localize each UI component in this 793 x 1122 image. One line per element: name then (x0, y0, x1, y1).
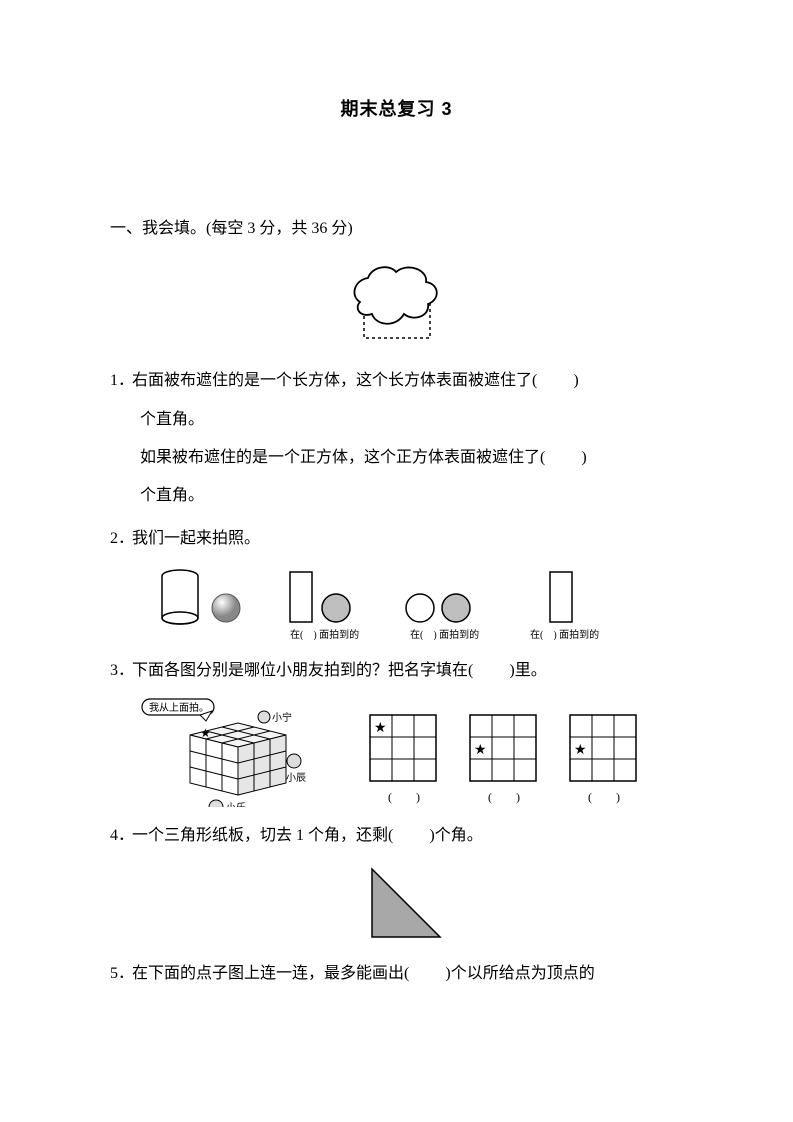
svg-text:小辰: 小辰 (286, 772, 306, 784)
q1-line1a: 右面被布遮住的是一个长方体，这个长方体表面被遮住了( (132, 372, 537, 389)
q1-line3a: 如果被布遮住的是一个正方体，这个正方体表面被遮住了( (140, 449, 545, 466)
q1-line4: 个直角。 (110, 477, 683, 515)
q3-bubble: 我从上面拍。 (149, 701, 209, 714)
q4-text-b: )个角。 (429, 827, 482, 844)
q3-blank-title (473, 662, 509, 679)
svg-text:★: ★ (574, 743, 587, 758)
svg-text:小宁: 小宁 (272, 711, 292, 724)
q4-blank (393, 827, 429, 844)
question-1: 1．右面被布遮住的是一个长方体，这个长方体表面被遮住了( ) 个直角。 如果被布… (110, 362, 683, 516)
q4-number: 4． (110, 817, 132, 855)
svg-text:★: ★ (200, 726, 211, 740)
svg-text:( ): ( ) (588, 790, 620, 804)
svg-text:( ): ( ) (488, 790, 520, 804)
q1-line1b: ) (573, 372, 578, 389)
q1-number: 1． (110, 362, 132, 400)
page-title: 期末总复习 3 (110, 95, 683, 121)
figure-q2: 在( ) 面拍到的 在( ) 面拍到的 在( ) 面拍到的 (140, 564, 683, 642)
q3-text-a: 下面各图分别是哪位小朋友拍到的？把名字填在( (132, 662, 473, 679)
figure-q3: 我从上面拍。 ★ 小宁 小辰 小乐 (140, 697, 683, 807)
q1-line3b: ) (581, 449, 586, 466)
q2-number: 2． (110, 520, 132, 558)
svg-text:在( ) 面拍到的: 在( ) 面拍到的 (530, 628, 599, 641)
q5-number: 5． (110, 955, 132, 993)
question-2: 2．我们一起来拍照。 (110, 520, 683, 558)
svg-text:在( ) 面拍到的: 在( ) 面拍到的 (410, 628, 479, 641)
q4-text-a: 一个三角形纸板，切去 1 个角，还剩( (132, 827, 393, 844)
svg-text:( ): ( ) (388, 790, 420, 804)
question-4: 4．一个三角形纸板，切去 1 个角，还剩( )个角。 (110, 817, 683, 855)
svg-text:小乐: 小乐 (226, 802, 246, 807)
section-1-heading: 一、我会填。(每空 3 分，共 36 分) (110, 211, 683, 246)
q1-blank-2 (545, 449, 581, 466)
question-5: 5．在下面的点子图上连一连，最多能画出( )个以所给点为顶点的 (110, 955, 683, 993)
q1-line2: 个直角。 (110, 401, 683, 439)
q3-text-b: )里。 (509, 662, 546, 679)
svg-text:★: ★ (374, 721, 387, 736)
q3-number: 3． (110, 652, 132, 690)
q5-text-b: )个以所给点为顶点的 (445, 965, 594, 982)
question-3: 3．下面各图分别是哪位小朋友拍到的？把名字填在( )里。 (110, 652, 683, 690)
q2-text: 我们一起来拍照。 (132, 530, 260, 547)
q5-blank (409, 965, 445, 982)
q1-blank-1 (537, 372, 573, 389)
figure-q4-triangle (110, 861, 683, 945)
svg-text:在( ) 面拍到的: 在( ) 面拍到的 (290, 628, 359, 641)
svg-text:★: ★ (474, 743, 487, 758)
q5-text-a: 在下面的点子图上连一连，最多能画出( (132, 965, 409, 982)
figure-covered-cuboid (342, 256, 452, 344)
